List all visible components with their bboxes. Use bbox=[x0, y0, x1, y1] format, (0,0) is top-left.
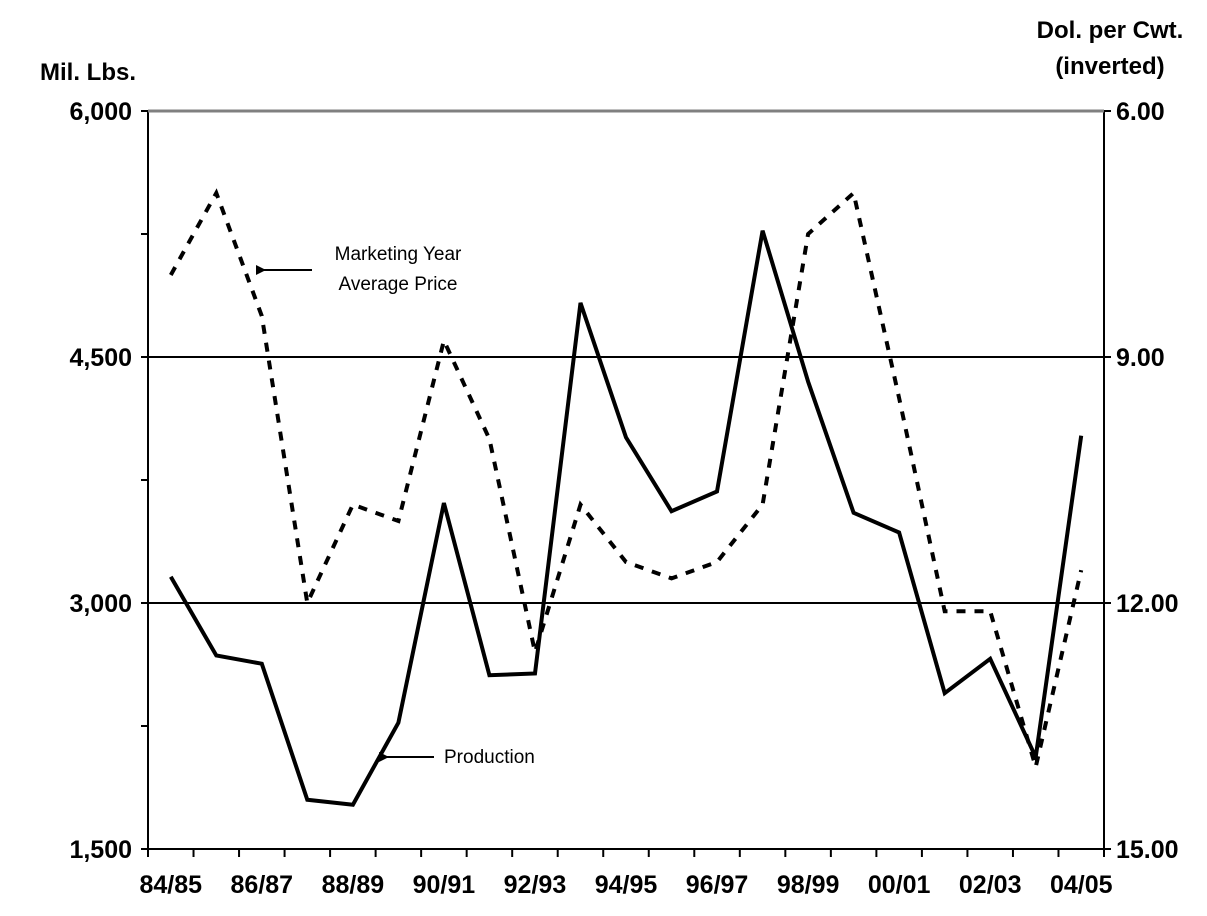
production-annotation: Production bbox=[387, 747, 535, 768]
price-annotation-line1: Marketing Year bbox=[335, 244, 462, 265]
x-tick-label: 94/95 bbox=[595, 871, 658, 899]
gridlines bbox=[148, 357, 1104, 603]
x-tick-label: 86/87 bbox=[231, 871, 294, 899]
x-tick-label: 00/01 bbox=[868, 871, 931, 899]
x-tick-label: 02/03 bbox=[959, 871, 1022, 899]
tick-marks bbox=[141, 111, 1111, 857]
axes bbox=[148, 111, 1104, 849]
price-annotation: Marketing Year Average Price bbox=[264, 244, 462, 295]
price-annotation-line2: Average Price bbox=[339, 274, 458, 295]
x-tick-label: 84/85 bbox=[139, 871, 202, 899]
x-tick-labels: 84/85 86/87 88/89 90/91 92/93 94/95 96/97 98/99… bbox=[139, 871, 1112, 899]
x-tick-label: 88/89 bbox=[322, 871, 385, 899]
right-axis-title-line1: Dol. per Cwt. bbox=[1037, 17, 1184, 44]
x-tick-label: 98/99 bbox=[777, 871, 840, 899]
series bbox=[171, 193, 1082, 805]
x-tick-label: 96/97 bbox=[686, 871, 749, 899]
production-annotation-label: Production bbox=[444, 747, 535, 768]
x-tick-label: 04/05 bbox=[1050, 871, 1113, 899]
left-tick-label: 6,000 bbox=[69, 98, 132, 126]
marketing-year-average-price-line bbox=[171, 193, 1081, 767]
right-tick-label: 12.00 bbox=[1116, 590, 1179, 618]
production-line bbox=[171, 231, 1081, 805]
right-tick-label: 9.00 bbox=[1116, 344, 1165, 372]
x-tick-label: 90/91 bbox=[413, 871, 476, 899]
left-tick-labels: 1,500 3,000 4,500 6,000 bbox=[69, 98, 132, 864]
right-tick-label: 6.00 bbox=[1116, 98, 1165, 126]
right-tick-label: 15.00 bbox=[1116, 836, 1179, 864]
right-tick-labels: 6.00 9.00 12.00 15.00 bbox=[1116, 98, 1179, 864]
left-tick-label: 4,500 bbox=[69, 344, 132, 372]
x-tick-label: 92/93 bbox=[504, 871, 567, 899]
left-tick-label: 3,000 bbox=[69, 590, 132, 618]
left-axis-title: Mil. Lbs. bbox=[40, 59, 136, 86]
right-axis-title-line2: (inverted) bbox=[1055, 53, 1164, 80]
left-tick-label: 1,500 bbox=[69, 836, 132, 864]
